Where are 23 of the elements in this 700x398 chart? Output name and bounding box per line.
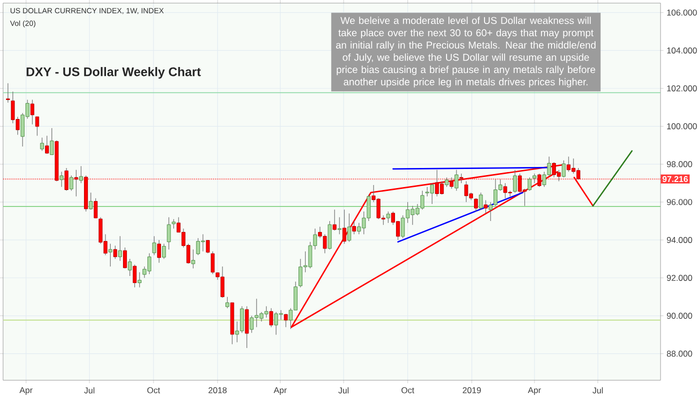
x-tick-label: 2019 [462, 387, 481, 394]
y-tick-label: 104.000 [667, 48, 697, 54]
y-tick-label: 106.000 [667, 10, 697, 16]
x-tick-label: Apr [19, 387, 33, 395]
x-tick-label: Jul [592, 387, 603, 394]
ref-line-label: 97.216 [662, 176, 688, 182]
x-tick-label: Jul [84, 387, 94, 394]
y-tick-label: 98.000 [666, 161, 692, 168]
y-tick-label: 92.000 [666, 275, 692, 282]
y-tick-label: 90.000 [666, 312, 692, 319]
annotation: We beleive a moderate level of US Dollar weakness will take place over the next 30 to 60+ days that may prompt an initial rally in the Precious Metals. Near the middle/end of July, we believe the US Dollar will resume an upside price bias causing a brief pause in any metals rally before another upside price leg in metals drives prices higher. [336, 16, 596, 88]
y-tick-label: 88.000 [666, 350, 692, 357]
x-tick-label: 2018 [208, 387, 227, 394]
x-tick-label: Oct [147, 387, 160, 394]
x-tick-label: Jul [338, 387, 348, 394]
x-tick-label: Apr [274, 387, 287, 395]
y-tick-label: 96.000 [666, 199, 692, 206]
text: DXY - US Dollar Weekly Chart [26, 67, 201, 79]
x-tick-label: Apr [528, 387, 541, 395]
y-tick-label: 94.000 [666, 237, 692, 244]
y-tick-label: 100.000 [667, 123, 697, 130]
x-tick-label: Oct [402, 387, 414, 394]
y-tick-label: 102.000 [667, 86, 697, 92]
